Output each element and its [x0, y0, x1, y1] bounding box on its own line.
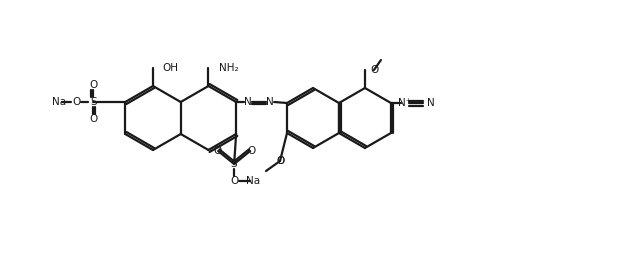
- Text: O: O: [230, 176, 239, 186]
- Text: N: N: [244, 97, 252, 107]
- Text: S: S: [231, 159, 237, 169]
- Text: O: O: [213, 146, 221, 156]
- Text: Na: Na: [246, 176, 260, 186]
- Text: N: N: [266, 97, 274, 107]
- Text: O: O: [247, 146, 255, 156]
- Text: O: O: [276, 156, 284, 166]
- Text: O: O: [89, 114, 97, 124]
- Text: O: O: [89, 80, 97, 90]
- Text: O: O: [370, 65, 378, 75]
- Text: N⁺: N⁺: [398, 98, 412, 108]
- Text: S: S: [90, 97, 96, 107]
- Text: O: O: [276, 156, 284, 166]
- Text: O: O: [72, 97, 80, 107]
- Text: Na: Na: [52, 97, 66, 107]
- Text: N: N: [427, 98, 435, 108]
- Text: NH₂: NH₂: [219, 63, 239, 73]
- Text: OH: OH: [162, 63, 178, 73]
